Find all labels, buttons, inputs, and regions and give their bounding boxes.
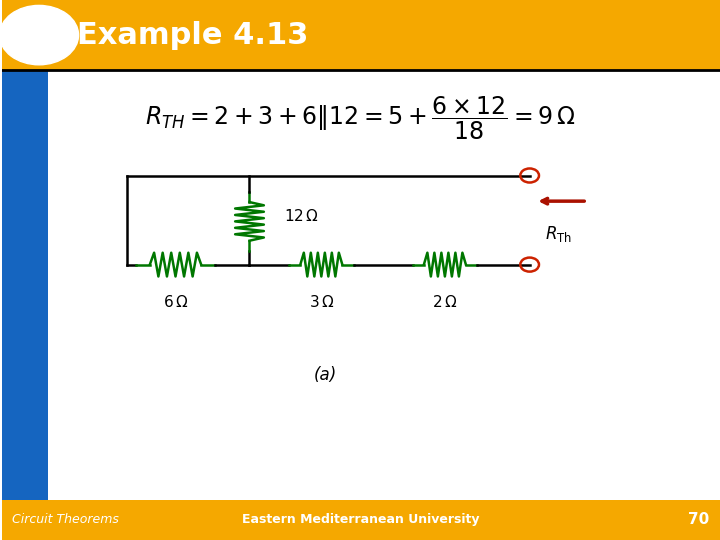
Text: $R_{\mathrm{Th}}$: $R_{\mathrm{Th}}$ — [546, 224, 572, 244]
Circle shape — [0, 5, 78, 65]
Text: $2\,\Omega$: $2\,\Omega$ — [432, 294, 457, 310]
Text: $12\,\Omega$: $12\,\Omega$ — [284, 208, 319, 224]
FancyBboxPatch shape — [1, 70, 48, 500]
Text: $3\,\Omega$: $3\,\Omega$ — [309, 294, 334, 310]
Text: $R_{TH} = 2 + 3 + 6\|12 = 5 + \dfrac{6 \times 12}{18} = 9\,\Omega$: $R_{TH} = 2 + 3 + 6\|12 = 5 + \dfrac{6 \… — [145, 95, 576, 143]
FancyBboxPatch shape — [1, 500, 720, 540]
FancyBboxPatch shape — [1, 0, 720, 70]
Text: (a): (a) — [313, 366, 336, 384]
Text: Circuit Theorems: Circuit Theorems — [12, 513, 120, 526]
Text: Example 4.13: Example 4.13 — [77, 21, 308, 50]
Text: 70: 70 — [688, 512, 709, 527]
Text: Eastern Mediterranean University: Eastern Mediterranean University — [242, 513, 480, 526]
Text: $6\,\Omega$: $6\,\Omega$ — [163, 294, 188, 310]
